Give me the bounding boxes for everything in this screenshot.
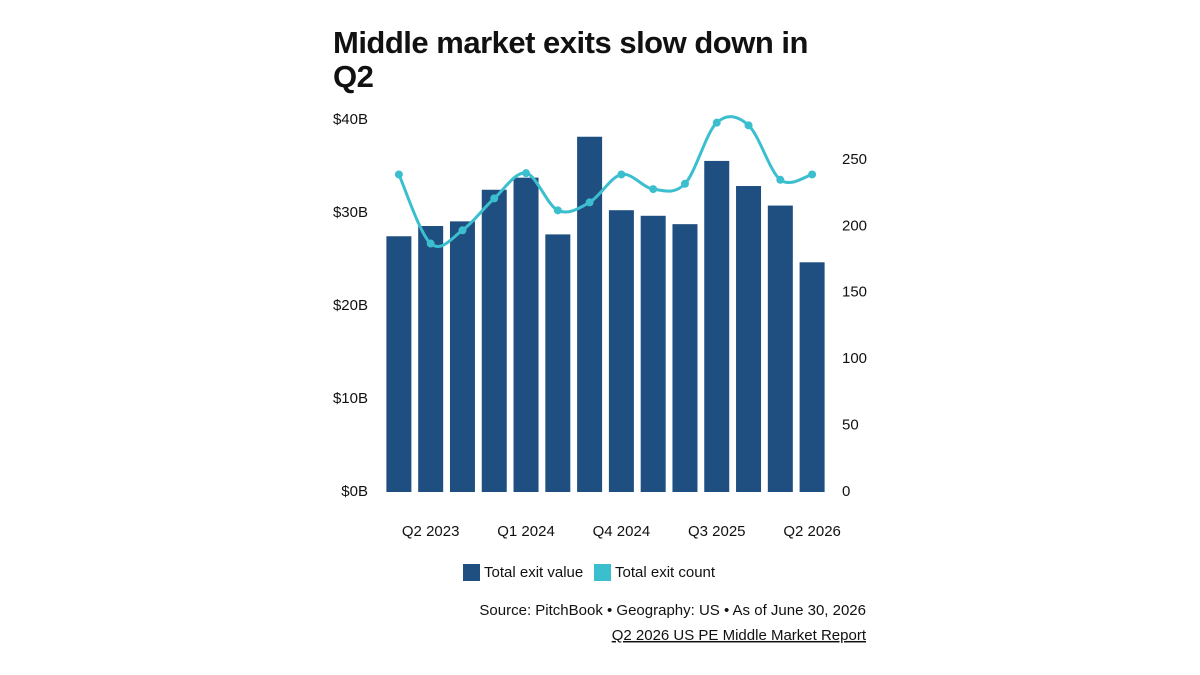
bar — [513, 177, 539, 492]
bar — [577, 136, 603, 493]
y-tick-label: $40B — [333, 111, 368, 128]
line-point — [808, 170, 817, 179]
legend-swatch — [594, 564, 611, 581]
y-tick-label: $0B — [341, 483, 368, 500]
bar — [704, 160, 730, 493]
x-tick-label: Q2 2023 — [402, 523, 460, 540]
source-note: Source: PitchBook • Geography: US • As o… — [479, 602, 866, 619]
y2-tick-label: 250 — [842, 151, 867, 168]
legend-swatch — [463, 564, 480, 581]
bar — [672, 224, 698, 492]
line-point — [490, 194, 499, 203]
bar — [767, 205, 793, 492]
bar — [799, 262, 825, 492]
y-tick-label: $20B — [333, 297, 368, 314]
x-tick-label: Q4 2024 — [593, 523, 651, 540]
line-point — [394, 170, 403, 179]
y2-tick-label: 50 — [842, 417, 859, 434]
bar — [608, 210, 634, 492]
x-tick-label: Q2 2026 — [783, 523, 841, 540]
y2-tick-label: 200 — [842, 217, 867, 234]
chart-title: Q2 — [333, 59, 373, 94]
line-point — [585, 198, 594, 207]
bar — [449, 221, 475, 492]
chart-title: Middle market exits slow down in — [333, 25, 808, 60]
line-point — [617, 170, 626, 179]
bar — [640, 215, 666, 493]
bar — [386, 236, 412, 492]
line-point — [458, 226, 467, 235]
line-point — [680, 179, 689, 188]
x-tick-label: Q1 2024 — [497, 523, 555, 540]
line-point — [522, 169, 531, 178]
x-tick-label: Q3 2025 — [688, 523, 746, 540]
line-point — [712, 118, 721, 127]
y2-tick-label: 150 — [842, 284, 867, 301]
bar — [545, 234, 571, 492]
report-link[interactable]: Q2 2026 US PE Middle Market Report — [612, 627, 867, 644]
line-point — [649, 185, 658, 194]
line-point — [776, 175, 785, 184]
legend-label: Total exit count — [615, 564, 716, 581]
bar — [481, 189, 507, 492]
y-tick-label: $10B — [333, 390, 368, 407]
line-point — [426, 239, 435, 248]
legend-label: Total exit value — [484, 564, 583, 581]
line-point — [744, 121, 753, 130]
bar — [418, 226, 444, 492]
y-tick-label: $30B — [333, 204, 368, 221]
y2-tick-label: 100 — [842, 350, 867, 367]
line-point — [553, 206, 562, 215]
bar — [736, 186, 762, 492]
y2-tick-label: 0 — [842, 483, 850, 500]
